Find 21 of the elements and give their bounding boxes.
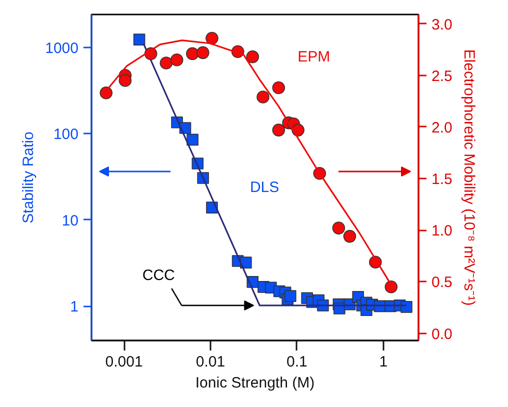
x-tick-label: 0.01: [196, 354, 226, 370]
y2-tick-label: 0.5: [432, 274, 452, 292]
x-tick-label: 0.1: [286, 354, 308, 370]
x-tick-label: 1: [379, 354, 388, 370]
y-tick-label: 10: [62, 212, 79, 230]
series-label: EPM: [298, 48, 330, 66]
text: DLS: [250, 179, 280, 196]
y2-tick-label: 2.5: [432, 68, 452, 85]
y2-tick-label: 0.0: [432, 326, 452, 343]
x-axis-title: Ionic Strength (M): [195, 374, 315, 392]
y2-tick-label: 2.0: [432, 119, 452, 136]
y2-tick-label: 1.5: [432, 171, 452, 188]
y2-tick-label: 3.0: [432, 16, 452, 34]
y-tick-label: 1000: [45, 40, 79, 57]
y-tick-label: 100: [53, 126, 79, 144]
x-tick-label: 0.001: [105, 354, 143, 370]
y2-tick-label: 1.0: [432, 222, 452, 240]
y2-axis-title: Electrophoretic Mobility (10⁻⁸ m²V⁻¹s⁻¹): [460, 49, 478, 306]
y-tick-label: 1: [70, 298, 78, 316]
y-axis-title: Stability Ratio: [20, 132, 38, 224]
annotation: CCC: [142, 266, 176, 284]
